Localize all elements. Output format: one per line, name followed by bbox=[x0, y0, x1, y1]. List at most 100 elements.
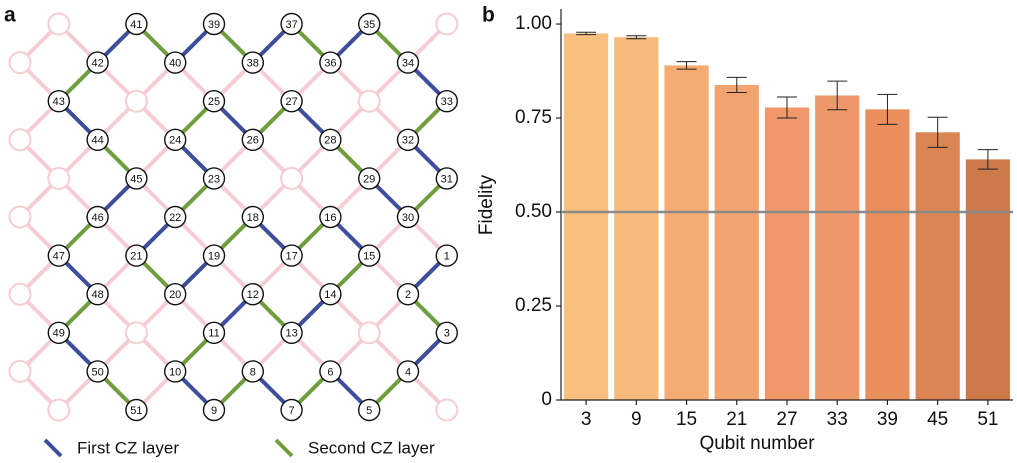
qubit-label: 34 bbox=[402, 58, 414, 70]
idle-qubit bbox=[8, 282, 32, 306]
qubit bbox=[319, 128, 342, 152]
qubit-label: 19 bbox=[208, 251, 220, 263]
qubit-label: 25 bbox=[208, 96, 220, 108]
qubit-label: 41 bbox=[130, 19, 142, 31]
qubit bbox=[358, 167, 381, 190]
qubit bbox=[241, 360, 265, 383]
idle-qubit bbox=[435, 12, 459, 36]
bar bbox=[815, 95, 860, 400]
y-tick-label: 0.75 bbox=[515, 107, 552, 128]
bar bbox=[915, 132, 960, 401]
qubit-label: 7 bbox=[289, 405, 295, 417]
qubit bbox=[125, 244, 148, 267]
x-tick-label: 45 bbox=[927, 409, 948, 430]
qubit-label: 37 bbox=[285, 19, 297, 31]
y-axis-label: Fidelity bbox=[476, 174, 497, 235]
idle-qubit bbox=[47, 398, 71, 422]
qubit-label: 16 bbox=[324, 212, 336, 224]
idle-qubit bbox=[280, 166, 304, 190]
qubit bbox=[435, 167, 458, 190]
qubit-label: 5 bbox=[366, 405, 372, 417]
qubit bbox=[396, 360, 420, 383]
qubit-label: 39 bbox=[208, 19, 220, 31]
qubit-label: 49 bbox=[53, 328, 65, 340]
qubit-label: 28 bbox=[324, 135, 336, 147]
idle-qubit bbox=[435, 398, 459, 422]
qubit-label: 26 bbox=[247, 135, 259, 147]
y-tick-label: 0.50 bbox=[515, 201, 552, 222]
qubit-label: 24 bbox=[169, 135, 181, 147]
qubit-label: 9 bbox=[211, 405, 217, 417]
qubit-label: 2 bbox=[405, 289, 411, 301]
bar bbox=[865, 109, 910, 401]
idle-qubit bbox=[8, 128, 32, 152]
qubit bbox=[202, 167, 226, 190]
y-tick-label: 1.00 bbox=[515, 13, 552, 34]
qubit bbox=[86, 283, 109, 306]
qubit-label: 10 bbox=[169, 366, 181, 378]
qubit bbox=[86, 128, 109, 152]
qubit-label: 23 bbox=[208, 173, 220, 185]
legend-swatch bbox=[274, 438, 294, 458]
qubit bbox=[280, 398, 303, 422]
idle-qubit bbox=[47, 166, 71, 190]
qubit bbox=[202, 398, 226, 422]
qubit bbox=[319, 51, 342, 74]
qubit-label: 6 bbox=[327, 366, 333, 378]
x-tick-label: 27 bbox=[776, 409, 797, 430]
qubit bbox=[358, 244, 381, 267]
idle-qubit bbox=[124, 321, 148, 345]
x-tick-label: 51 bbox=[977, 409, 998, 430]
legend-label: First CZ layer bbox=[77, 438, 179, 457]
qubit bbox=[163, 128, 187, 152]
x-tick-label: 15 bbox=[676, 409, 697, 430]
qubit bbox=[280, 244, 303, 267]
qubit bbox=[319, 283, 342, 306]
qubit bbox=[125, 398, 148, 422]
qubit-label: 27 bbox=[285, 96, 297, 108]
qubit bbox=[202, 244, 226, 267]
qubit-label: 43 bbox=[53, 96, 65, 108]
qubit bbox=[47, 89, 70, 113]
qubit bbox=[435, 244, 458, 267]
qubit-label: 14 bbox=[324, 289, 336, 301]
qubit bbox=[358, 12, 381, 36]
qubit-label: 21 bbox=[130, 251, 142, 263]
qubit bbox=[280, 321, 303, 344]
qubit bbox=[241, 205, 265, 229]
idle-qubit bbox=[8, 205, 32, 229]
bar bbox=[714, 84, 759, 401]
qubit bbox=[280, 12, 303, 36]
qubit bbox=[241, 51, 265, 74]
qubit-label: 48 bbox=[91, 289, 103, 301]
x-tick-label: 21 bbox=[726, 409, 747, 430]
qubit bbox=[86, 51, 109, 74]
qubit-label: 47 bbox=[53, 251, 65, 263]
qubit bbox=[319, 360, 342, 383]
qubit bbox=[202, 321, 226, 344]
legend-swatch bbox=[43, 438, 63, 458]
qubit-label: 3 bbox=[444, 328, 450, 340]
qubit-label: 40 bbox=[169, 58, 181, 70]
qubit bbox=[358, 398, 381, 422]
qubit bbox=[396, 205, 420, 229]
qubit-label: 36 bbox=[324, 58, 336, 70]
qubit bbox=[435, 321, 458, 344]
bar bbox=[564, 33, 609, 400]
qubit bbox=[163, 205, 187, 229]
qubit bbox=[86, 360, 109, 383]
qubit bbox=[202, 89, 226, 113]
panel-label: a bbox=[4, 4, 16, 27]
panel-label: b bbox=[482, 4, 495, 27]
qubit bbox=[163, 283, 187, 306]
bar bbox=[664, 65, 709, 401]
qubit-label: 15 bbox=[363, 251, 375, 263]
x-tick-label: 33 bbox=[827, 409, 848, 430]
qubit-label: 42 bbox=[91, 58, 103, 70]
qubit bbox=[396, 283, 420, 306]
qubit bbox=[125, 12, 148, 36]
qubit-label: 33 bbox=[441, 96, 453, 108]
idle-qubit bbox=[47, 12, 71, 36]
qubit-label: 1 bbox=[444, 251, 450, 263]
